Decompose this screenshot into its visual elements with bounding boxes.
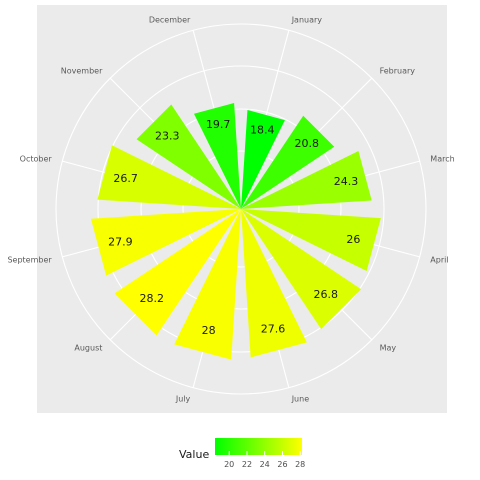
legend-tick-label: 22 [242, 460, 252, 469]
value-label-december: 19.7 [206, 118, 231, 131]
legend: Value 20 22 24 26 28 [179, 438, 305, 469]
value-label-february: 20.8 [295, 137, 320, 150]
month-label-april: April [430, 256, 448, 265]
legend-tick-label: 20 [224, 460, 234, 469]
legend-colorbar [215, 438, 302, 455]
value-label-march: 24.3 [334, 175, 359, 188]
legend-tick-label: 24 [260, 460, 270, 469]
month-label-june: June [291, 394, 310, 403]
bar-march [241, 151, 372, 209]
value-label-august: 28.2 [140, 292, 165, 305]
month-label-march: March [430, 154, 454, 163]
value-label-november: 23.3 [155, 129, 180, 142]
legend-title: Value [179, 448, 209, 461]
value-label-may: 26.8 [314, 288, 339, 301]
value-label-october: 26.7 [113, 172, 138, 185]
bar-may [241, 209, 362, 330]
value-label-june: 27.6 [261, 322, 286, 335]
bar-december [193, 103, 241, 209]
month-label-september: September [7, 256, 52, 265]
legend-tick-label: 28 [295, 460, 305, 469]
bar-january [241, 110, 285, 209]
value-label-april: 26 [346, 233, 360, 246]
legend-ticks: 20 22 24 26 28 [224, 451, 305, 469]
value-label-september: 27.9 [108, 235, 133, 248]
month-label-layer: January February March April May June July Augu… [7, 16, 454, 404]
grid-ring [97, 65, 385, 353]
month-label-may: May [380, 344, 397, 353]
bar-november [136, 104, 241, 209]
month-label-august: August [74, 344, 102, 353]
grid-ring [140, 108, 342, 310]
grid-ring [55, 23, 427, 395]
value-label-july: 28 [202, 324, 216, 337]
bar-october [97, 145, 241, 209]
month-label-january: January [291, 16, 323, 25]
bar-april [241, 209, 381, 272]
bar-july [174, 209, 241, 360]
bar-september [90, 209, 242, 276]
value-label-january: 18.4 [250, 124, 275, 137]
bar-august [114, 209, 241, 336]
month-label-november: November [61, 66, 103, 75]
legend-tick-label: 26 [277, 460, 287, 469]
grid-ring [182, 150, 300, 268]
month-label-december: December [149, 16, 191, 25]
bar-layer [90, 103, 381, 360]
month-label-february: February [380, 66, 416, 75]
month-label-july: July [175, 394, 191, 403]
bar-june [241, 209, 307, 358]
month-label-october: October [20, 154, 53, 163]
value-label-layer: 18.4 20.8 24.3 26 26.8 27.6 28 28.2 27.9 26.7 23.3… [108, 118, 360, 337]
bar-february [241, 115, 335, 209]
